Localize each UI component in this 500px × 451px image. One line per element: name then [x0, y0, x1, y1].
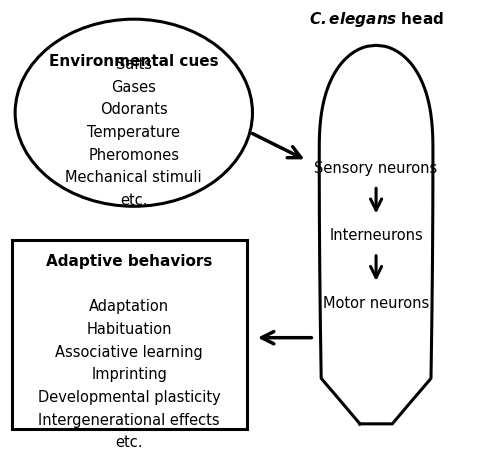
Text: Temperature: Temperature	[88, 124, 180, 140]
Text: Adaptive behaviors: Adaptive behaviors	[46, 253, 212, 269]
Text: Sensory neurons: Sensory neurons	[314, 160, 438, 175]
Text: Intergenerational effects: Intergenerational effects	[38, 412, 220, 427]
Text: Imprinting: Imprinting	[91, 367, 167, 382]
Text: Odorants: Odorants	[100, 102, 168, 117]
Text: Pheromones: Pheromones	[88, 147, 180, 162]
Text: Adaptation: Adaptation	[89, 299, 169, 314]
Text: Gases: Gases	[112, 79, 156, 94]
Text: Associative learning: Associative learning	[55, 344, 203, 359]
Text: etc.: etc.	[120, 193, 148, 207]
Text: Environmental cues: Environmental cues	[49, 54, 218, 69]
Text: Salts: Salts	[116, 57, 152, 72]
Text: Habituation: Habituation	[86, 321, 172, 336]
Text: Mechanical stimuli: Mechanical stimuli	[66, 170, 202, 185]
Text: $\bfit{C. elegans}$ $\bf{head}$: $\bfit{C. elegans}$ $\bf{head}$	[308, 10, 444, 29]
Text: Interneurons: Interneurons	[329, 228, 423, 243]
Text: Developmental plasticity: Developmental plasticity	[38, 389, 220, 404]
Text: Motor neurons: Motor neurons	[323, 295, 429, 310]
Text: etc.: etc.	[116, 434, 143, 449]
